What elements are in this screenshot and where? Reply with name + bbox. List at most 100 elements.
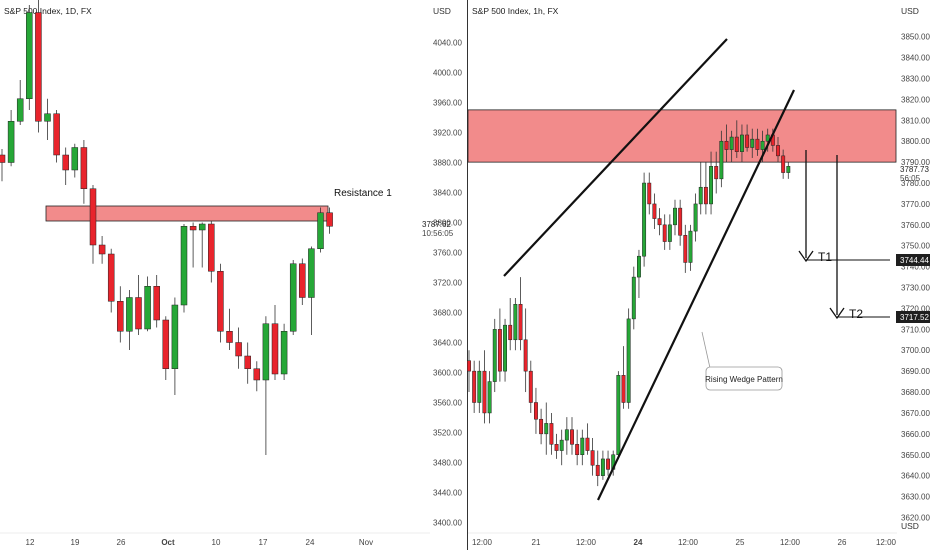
candle xyxy=(683,224,688,273)
target-1-price: 3744.44 xyxy=(900,256,929,265)
time-tick-label: 24 xyxy=(306,538,315,547)
candle xyxy=(662,214,667,250)
price-tick-label: 3800.00 xyxy=(901,137,930,146)
candle xyxy=(171,297,179,395)
resistance-zone-rect xyxy=(45,205,329,222)
hourly-chart-panel: S&P 500 Index, 1h, FX USD USD Rising Wed… xyxy=(467,6,930,547)
candle xyxy=(534,387,538,434)
candle xyxy=(217,263,224,343)
candle xyxy=(559,429,564,466)
candle xyxy=(745,124,750,152)
price-tick-label: 3850.00 xyxy=(901,33,930,42)
price-tick-label: 3960.00 xyxy=(433,99,462,108)
candle xyxy=(652,193,657,230)
time-tick-label: 25 xyxy=(736,538,745,547)
price-tick-label: 3720.00 xyxy=(901,304,930,313)
candle xyxy=(647,172,652,215)
candle xyxy=(678,199,683,246)
candle xyxy=(71,143,79,178)
candle xyxy=(244,342,251,384)
hourly-last-price-tag: 3787.73 56:05 xyxy=(900,165,929,183)
price-tick-label: 3690.00 xyxy=(901,367,930,376)
price-tick-label: 3790.00 xyxy=(901,158,930,167)
price-tick-label: 3660.00 xyxy=(901,430,930,439)
callout-pointer xyxy=(701,331,711,369)
candle xyxy=(570,417,574,455)
candle xyxy=(477,360,482,413)
price-tick-label: 3710.00 xyxy=(901,325,930,334)
candle xyxy=(107,248,115,313)
candle xyxy=(492,318,497,393)
price-tick-label: 3670.00 xyxy=(901,409,930,418)
candle xyxy=(98,236,106,264)
candle xyxy=(280,323,288,380)
price-tick-label: 3830.00 xyxy=(901,75,930,84)
price-tick-label: 3520.00 xyxy=(433,429,462,438)
candle xyxy=(781,149,786,179)
candle xyxy=(750,128,755,158)
time-tick-label: 12:00 xyxy=(678,538,699,547)
hourly-resistance-zone xyxy=(467,109,897,163)
price-tick-label: 3760.00 xyxy=(901,221,930,230)
candle xyxy=(580,429,585,466)
time-tick-label: 12:00 xyxy=(472,538,493,547)
rising-wedge-label: Rising Wedge Pattern xyxy=(705,375,783,384)
price-tick-label: 3650.00 xyxy=(901,451,930,460)
candle xyxy=(719,130,724,188)
target-2-label: T2 xyxy=(849,307,863,321)
candle xyxy=(153,275,160,328)
price-tick-label: 3620.00 xyxy=(901,513,930,522)
price-tick-label: 3880.00 xyxy=(433,159,462,168)
daily-chart-title: S&P 500 Index, 1D, FX xyxy=(4,6,92,16)
candle xyxy=(616,371,621,459)
candle xyxy=(590,438,595,476)
daily-price-axis-currency: USD xyxy=(433,6,451,16)
time-tick-label: Oct xyxy=(161,538,175,547)
candle xyxy=(724,124,729,163)
candle xyxy=(523,308,528,393)
candle xyxy=(308,246,315,335)
candle xyxy=(126,290,133,350)
candle xyxy=(44,98,51,140)
price-tick-label: 3440.00 xyxy=(433,489,462,498)
time-tick-label: 21 xyxy=(532,538,541,547)
candle xyxy=(564,417,569,455)
price-tick-label: 3680.00 xyxy=(901,388,930,397)
candle xyxy=(595,450,600,487)
candle xyxy=(180,224,188,313)
candle xyxy=(35,0,42,133)
candle xyxy=(467,350,471,393)
hourly-chart-title: S&P 500 Index, 1h, FX xyxy=(472,6,559,16)
candle xyxy=(631,266,636,330)
candle xyxy=(189,222,197,268)
target-1-label: T1 xyxy=(818,250,832,264)
candle xyxy=(585,423,590,455)
price-tick-label: 4040.00 xyxy=(433,39,462,48)
candle xyxy=(299,258,306,305)
time-tick-label: 12:00 xyxy=(576,538,597,547)
candle xyxy=(89,185,97,264)
candle xyxy=(709,151,713,215)
candle xyxy=(497,308,502,382)
candle xyxy=(740,124,744,163)
candle xyxy=(544,402,549,455)
time-tick-label: 19 xyxy=(71,538,80,547)
wedge-upper-trendline xyxy=(503,38,728,277)
candle xyxy=(53,110,60,163)
candle xyxy=(253,361,261,392)
candle xyxy=(606,450,610,476)
candle xyxy=(289,260,297,335)
daily-time-axis: 12 19 26 Oct 10 17 24 Nov xyxy=(0,532,430,547)
wedge-lower-trendline xyxy=(597,89,795,501)
candle xyxy=(673,199,677,236)
daily-candles xyxy=(0,0,333,455)
candle xyxy=(472,360,477,413)
daily-last-price: 3787.62 xyxy=(422,220,451,229)
price-tick-label: 4000.00 xyxy=(433,69,462,78)
candle xyxy=(703,162,708,215)
candle xyxy=(487,371,492,424)
time-tick-label: 26 xyxy=(838,538,847,547)
candle xyxy=(657,208,662,236)
candle xyxy=(62,147,69,185)
